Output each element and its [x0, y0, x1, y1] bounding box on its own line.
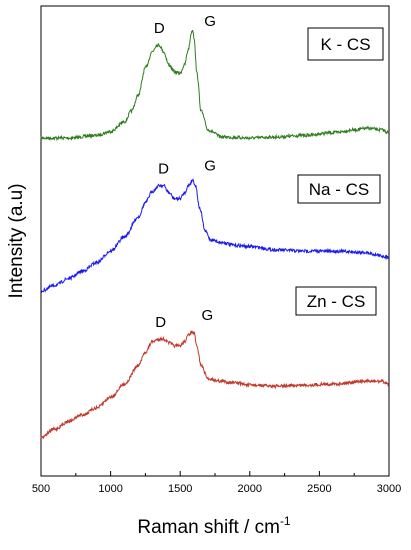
series-name-label: Na - CS: [309, 180, 369, 199]
peak-label: G: [204, 13, 216, 30]
series-line: [40, 29, 390, 142]
series-name-boxes: K - CS Na - CS Zn - CS: [295, 27, 384, 316]
series-name-label: Zn - CS: [307, 292, 366, 311]
x-axis-ticks: 500 1000 1500 2000 2500 3000: [32, 471, 401, 495]
series-line: [40, 330, 390, 440]
series-name-box: [297, 174, 381, 204]
x-tick-label: 3000: [377, 483, 401, 495]
x-axis-title-superscript: -1: [280, 514, 291, 528]
peak-label: G: [204, 158, 216, 175]
x-axis-title-text: Raman shift / cm: [137, 517, 280, 538]
y-axis-title: Intensity (a.u): [6, 183, 27, 298]
x-tick-label: 1500: [168, 483, 192, 495]
x-tick-label: 1000: [98, 483, 122, 495]
x-axis-title: Raman shift / cm-1: [137, 514, 291, 538]
peak-label: D: [158, 161, 169, 178]
x-tick-label: 500: [32, 483, 50, 495]
peak-label: D: [154, 20, 165, 37]
x-tick-label: 2000: [238, 483, 262, 495]
peak-label: G: [202, 307, 214, 324]
series-name-label: K - CS: [320, 35, 370, 54]
series-lines: [40, 29, 390, 440]
x-tick-label: 2500: [307, 483, 331, 495]
peak-labels: D G D G D G: [154, 13, 216, 331]
peak-label: D: [155, 314, 166, 331]
series-line: [40, 178, 389, 293]
series-name-box: [307, 27, 384, 61]
series-name-box: [295, 286, 377, 316]
